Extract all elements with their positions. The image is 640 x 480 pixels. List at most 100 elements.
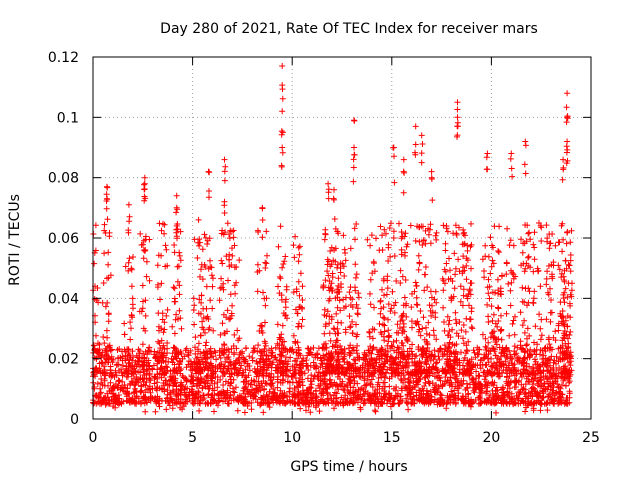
data-point xyxy=(418,150,425,157)
data-point xyxy=(555,262,562,269)
data-point xyxy=(452,375,459,382)
data-point xyxy=(396,220,402,227)
data-point xyxy=(537,407,544,414)
data-point xyxy=(517,338,524,345)
data-point xyxy=(254,261,261,268)
data-point xyxy=(457,283,464,290)
data-point xyxy=(509,173,516,180)
data-point xyxy=(307,409,314,416)
data-point xyxy=(538,332,545,339)
x-axis-label: GPS time / hours xyxy=(290,459,407,475)
data-point xyxy=(460,286,467,293)
data-point xyxy=(184,385,191,392)
data-point xyxy=(398,377,405,384)
data-point xyxy=(254,227,261,234)
data-point xyxy=(452,400,459,407)
peak-point xyxy=(400,156,407,163)
data-point xyxy=(128,325,134,332)
data-point xyxy=(275,243,282,250)
data-point xyxy=(456,366,463,373)
data-point xyxy=(260,289,266,296)
data-point xyxy=(400,168,407,175)
data-point xyxy=(219,320,226,327)
data-point xyxy=(468,220,474,227)
data-point xyxy=(525,389,532,396)
data-point xyxy=(509,320,516,327)
data-point xyxy=(101,250,108,257)
data-point xyxy=(279,149,286,156)
data-point xyxy=(330,325,337,332)
data-point xyxy=(407,375,414,381)
data-point xyxy=(158,385,165,392)
data-point xyxy=(506,332,513,339)
data-point xyxy=(432,288,439,295)
data-point xyxy=(569,280,575,287)
data-point xyxy=(519,322,526,329)
data-point xyxy=(398,229,405,235)
data-point xyxy=(171,242,178,248)
data-point xyxy=(510,317,517,324)
data-point xyxy=(343,382,350,389)
data-point xyxy=(419,325,426,332)
data-point xyxy=(407,386,414,393)
data-point xyxy=(190,295,197,302)
data-point xyxy=(495,248,502,254)
data-point xyxy=(505,381,512,388)
data-point xyxy=(560,164,567,171)
data-point xyxy=(503,310,510,317)
data-point xyxy=(476,373,483,380)
data-point xyxy=(246,353,253,360)
data-point xyxy=(164,394,171,401)
data-point xyxy=(143,379,150,386)
data-point xyxy=(422,379,429,386)
data-point xyxy=(218,390,225,397)
data-point xyxy=(352,261,359,268)
data-point xyxy=(384,285,391,292)
data-point xyxy=(262,319,268,326)
peak-point xyxy=(564,138,571,145)
data-point xyxy=(484,166,491,173)
data-point xyxy=(163,406,170,413)
data-point xyxy=(209,375,216,382)
data-point xyxy=(451,250,458,257)
data-point xyxy=(185,351,191,358)
data-point xyxy=(530,299,537,306)
data-point xyxy=(567,239,574,246)
data-point xyxy=(414,302,421,308)
data-point xyxy=(526,229,533,236)
data-point xyxy=(391,153,397,160)
data-point xyxy=(525,253,532,260)
data-point xyxy=(177,257,184,264)
data-point xyxy=(546,245,553,252)
data-point xyxy=(521,349,528,356)
data-point xyxy=(507,155,514,162)
data-point xyxy=(288,374,295,380)
data-point xyxy=(433,236,440,243)
data-point xyxy=(102,303,109,310)
data-point xyxy=(281,258,288,265)
data-point xyxy=(206,169,213,176)
x-tick-label: 10 xyxy=(283,430,301,446)
data-point xyxy=(400,189,407,196)
data-point xyxy=(276,273,283,280)
data-point xyxy=(466,287,473,294)
data-point xyxy=(218,257,225,264)
data-point xyxy=(484,384,491,391)
data-point xyxy=(107,400,113,407)
data-point xyxy=(140,255,147,262)
data-point xyxy=(525,230,532,237)
data-point xyxy=(291,254,298,261)
data-point xyxy=(284,378,291,385)
data-point xyxy=(517,309,524,316)
data-point xyxy=(497,328,504,334)
data-point xyxy=(413,381,420,388)
data-point xyxy=(226,235,233,242)
data-point xyxy=(351,151,358,158)
data-point xyxy=(415,266,422,273)
data-point xyxy=(100,334,107,340)
data-point xyxy=(274,321,281,328)
data-point xyxy=(203,305,210,312)
data-point xyxy=(162,242,169,249)
data-point xyxy=(121,331,128,338)
data-point xyxy=(498,291,505,298)
